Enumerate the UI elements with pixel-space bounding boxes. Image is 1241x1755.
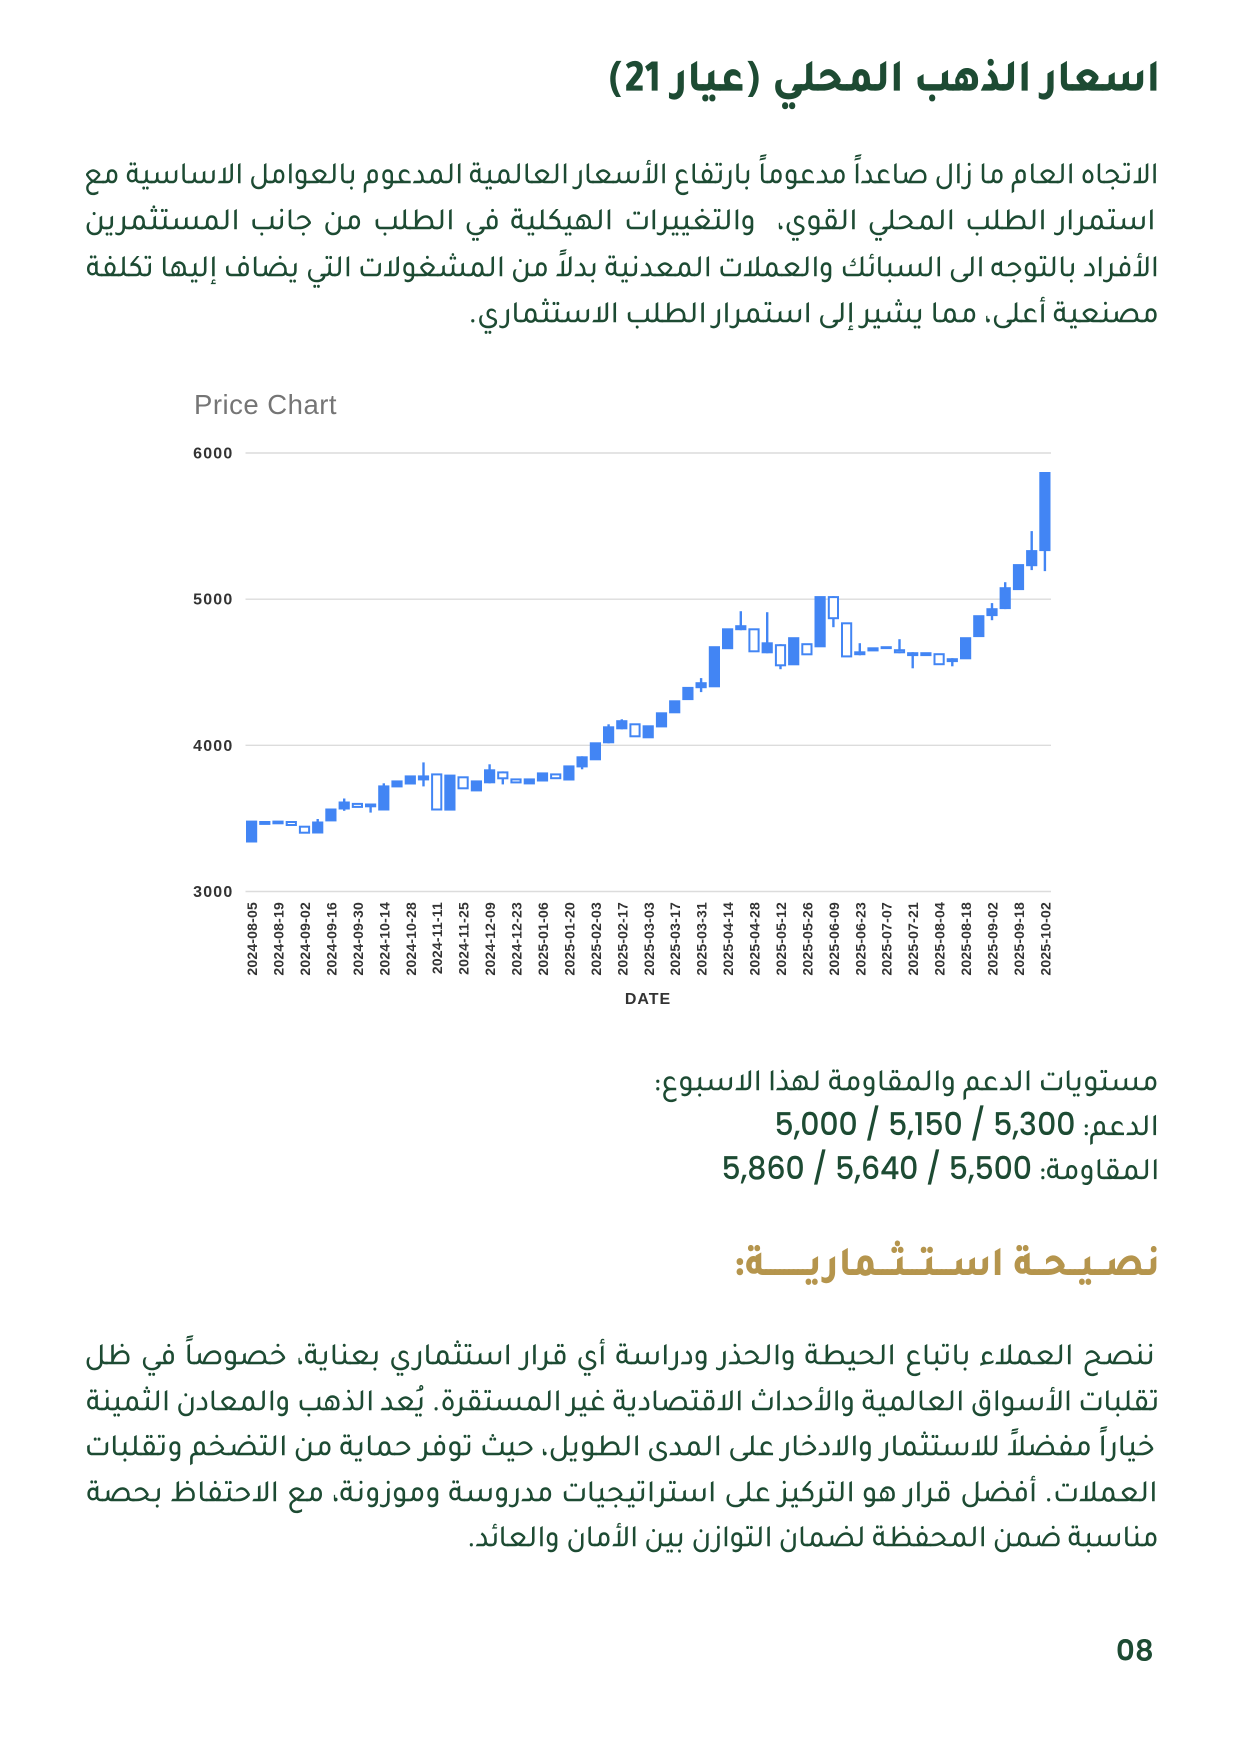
svg-text:Price Chart: Price Chart [194,389,337,420]
svg-text:3000: 3000 [193,884,233,901]
svg-text:2024-09-02: 2024-09-02 [297,902,313,976]
svg-text:2025-07-21: 2025-07-21 [905,902,921,976]
svg-text:2025-01-06: 2025-01-06 [535,902,551,976]
svg-text:2025-06-09: 2025-06-09 [826,902,842,976]
svg-text:2025-09-02: 2025-09-02 [985,902,1001,976]
svg-text:2024-09-16: 2024-09-16 [323,902,339,976]
svg-text:2025-02-03: 2025-02-03 [588,902,604,976]
svg-text:2025-02-17: 2025-02-17 [614,902,630,976]
svg-text:2025-05-12: 2025-05-12 [773,902,789,976]
svg-text:2025-08-04: 2025-08-04 [932,902,948,976]
svg-text:2024-08-19: 2024-08-19 [271,902,287,976]
svg-text:2025-07-07: 2025-07-07 [879,902,895,976]
svg-text:2024-11-11: 2024-11-11 [429,902,445,974]
svg-text:2025-04-14: 2025-04-14 [720,902,736,976]
svg-text:2024-11-25: 2024-11-25 [456,902,472,975]
svg-text:2024-09-30: 2024-09-30 [350,902,366,976]
svg-text:2024-10-28: 2024-10-28 [403,902,419,976]
svg-text:2024-10-14: 2024-10-14 [376,902,392,976]
svg-text:2024-08-05: 2024-08-05 [244,902,260,976]
svg-text:4000: 4000 [193,738,233,755]
svg-text:2025-10-02: 2025-10-02 [1037,902,1053,976]
svg-text:5000: 5000 [193,592,233,609]
svg-text:2024-12-23: 2024-12-23 [509,902,525,976]
svg-text:2025-06-23: 2025-06-23 [852,902,868,976]
svg-text:2025-03-03: 2025-03-03 [641,902,657,976]
svg-text:2025-03-31: 2025-03-31 [694,902,710,976]
svg-text:2025-01-20: 2025-01-20 [561,902,577,976]
svg-text:2025-08-18: 2025-08-18 [958,902,974,976]
svg-text:DATE: DATE [625,991,671,1008]
svg-text:2025-05-26: 2025-05-26 [799,902,815,976]
svg-text:2025-09-18: 2025-09-18 [1011,902,1027,976]
svg-text:2025-04-28: 2025-04-28 [747,902,763,976]
svg-text:2025-03-17: 2025-03-17 [667,902,683,976]
svg-text:2024-12-09: 2024-12-09 [482,902,498,976]
svg-text:6000: 6000 [193,446,233,463]
